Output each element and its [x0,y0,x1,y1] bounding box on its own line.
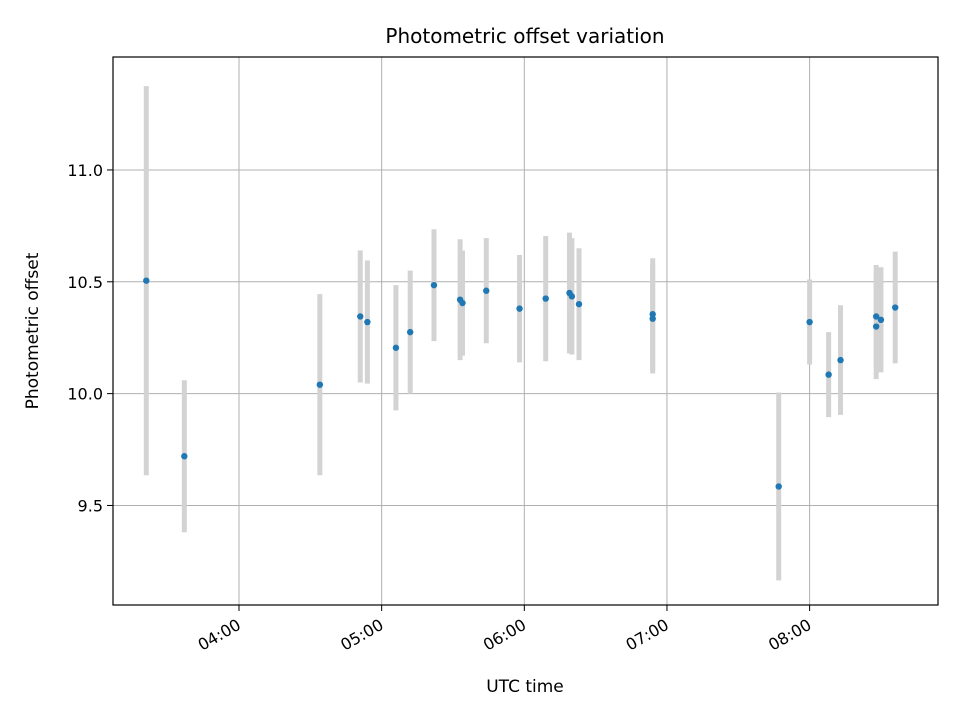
data-point [877,316,885,324]
data-point [775,483,782,490]
data-point [837,356,844,364]
data-point [459,299,466,307]
data-point [892,304,899,311]
chart-title: Photometric offset variation [385,24,664,48]
data-point [649,315,656,322]
y-tick-label: 9.5 [78,496,103,515]
plot-frame [112,56,939,606]
data-point [649,311,656,318]
y-tick-label: 11.0 [67,161,103,180]
data-point [143,277,150,284]
data-point [406,328,414,336]
y-tick-label: 10.0 [67,385,103,404]
data-point [392,344,400,351]
data-point [568,293,576,300]
data-point [181,453,188,460]
x-axis-label: UTC time [486,677,564,697]
data-point [575,300,583,308]
data-point [872,313,880,320]
data-point [806,318,813,326]
data-point [516,305,523,312]
data-point [825,371,832,378]
y-axis-label: Photometric offset [23,252,43,409]
grid [113,57,938,605]
data-point [316,381,324,388]
data-point [357,313,364,320]
data-point [430,281,438,289]
data-points [143,277,899,490]
data-point [483,287,490,294]
y-axis-ticks: 9.5 10.0 10.5 11.0 [67,161,113,515]
data-point [364,318,371,326]
data-point [872,323,880,330]
data-point [542,295,549,302]
y-tick-label: 10.5 [67,273,103,292]
